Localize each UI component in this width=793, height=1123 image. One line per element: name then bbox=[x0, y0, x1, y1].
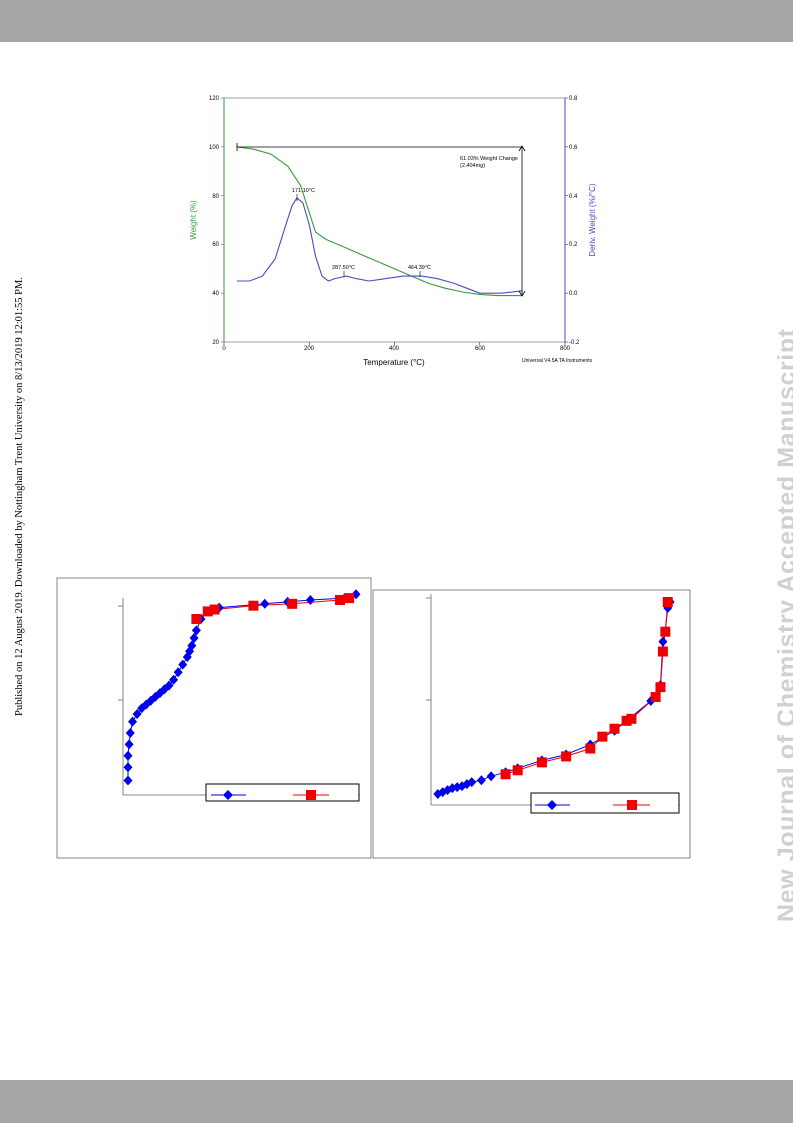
iso-left-blue-point-19 bbox=[187, 640, 197, 651]
iso-right-red-point-12 bbox=[660, 626, 671, 637]
iso-right-red-point-0 bbox=[500, 769, 511, 780]
iso-left-blue-point-5 bbox=[128, 716, 138, 727]
tga-ytick-80: 80 bbox=[212, 194, 219, 200]
tga-ytick-60: 60 bbox=[212, 242, 219, 248]
iso-right-red-point-1 bbox=[512, 765, 523, 776]
peak-label-1: 171.10°C bbox=[292, 188, 315, 194]
iso-left-red-point-2 bbox=[209, 604, 220, 615]
tga-ytick-100: 100 bbox=[209, 145, 220, 151]
tga-plot-frame bbox=[223, 97, 566, 343]
isotherm-right-blue-line bbox=[437, 601, 671, 795]
iso-left-blue-point-0 bbox=[123, 775, 133, 786]
tga-rtick-m02: -0.2 bbox=[569, 340, 580, 346]
iso-left-blue-point-27 bbox=[305, 595, 315, 605]
iso-left-blue-point-21 bbox=[191, 625, 201, 636]
iso-right-red-point-13 bbox=[662, 597, 673, 607]
peak-label-3: 464.39°C bbox=[408, 265, 431, 271]
peak-label-2: 287.50°C bbox=[332, 265, 355, 271]
legend-left-blue-marker bbox=[223, 790, 233, 800]
tga-weight-curve bbox=[236, 146, 523, 297]
iso-right-red-point-5 bbox=[597, 731, 608, 742]
weight-change-mass: (2.404mg) bbox=[460, 163, 485, 169]
iso-left-blue-point-25 bbox=[260, 598, 270, 609]
iso-left-red-point-4 bbox=[287, 598, 298, 609]
iso-left-blue-point-20 bbox=[189, 633, 199, 643]
legend-right-red-marker bbox=[627, 800, 637, 810]
tga-rtick-08: 0.8 bbox=[569, 96, 578, 102]
tga-rtick-04: 0.4 bbox=[569, 194, 578, 200]
tga-rtick-06: 0.6 bbox=[569, 145, 578, 151]
iso-right-blue-point-9 bbox=[486, 771, 496, 782]
iso-left-blue-point-4 bbox=[125, 728, 135, 738]
peak-markers bbox=[296, 194, 421, 277]
weight-change-arrows bbox=[518, 145, 526, 297]
tga-xtick-600: 600 bbox=[475, 346, 486, 352]
isotherm-right-blue-points bbox=[433, 597, 675, 800]
iso-left-red-point-1 bbox=[202, 606, 213, 617]
tga-xtick-200: 200 bbox=[304, 346, 315, 352]
isotherm-left-blue-points bbox=[123, 589, 361, 786]
weight-change-label: 61.03% Weight Change bbox=[460, 156, 518, 162]
iso-right-red-point-2 bbox=[536, 757, 547, 768]
iso-left-red-point-0 bbox=[191, 614, 202, 624]
tga-derivative-curve bbox=[236, 197, 523, 294]
isotherm-right-legend bbox=[530, 792, 680, 814]
iso-left-red-point-6 bbox=[344, 593, 355, 604]
legend-right-blue-marker bbox=[547, 800, 557, 810]
tga-xtick-400: 400 bbox=[389, 346, 400, 352]
iso-left-blue-point-3 bbox=[124, 739, 134, 750]
tga-rtick-00: 0.0 bbox=[569, 291, 578, 297]
isotherm-left-legend bbox=[205, 783, 360, 802]
tga-ytick-40: 40 bbox=[212, 291, 219, 297]
tga-xtick-800: 800 bbox=[560, 346, 571, 352]
iso-left-blue-point-13 bbox=[164, 680, 174, 691]
iso-left-blue-point-15 bbox=[173, 667, 183, 678]
iso-left-blue-point-6 bbox=[132, 709, 142, 719]
tga-chart: 0 200 400 600 800 20 40 60 80 100 120 -0… bbox=[189, 96, 597, 367]
iso-right-red-point-10 bbox=[655, 682, 666, 693]
tga-left-label: Weight (%) bbox=[189, 200, 198, 240]
iso-left-red-point-5 bbox=[335, 595, 346, 605]
iso-left-blue-point-2 bbox=[123, 750, 133, 761]
tga-right-label: Deriv. Weight (%/°C) bbox=[588, 183, 597, 256]
tga-rtick-02: 0.2 bbox=[569, 242, 578, 248]
iso-right-blue-point-7 bbox=[467, 777, 477, 788]
isotherm-right-frame bbox=[372, 589, 691, 859]
iso-right-red-point-11 bbox=[657, 646, 668, 657]
iso-right-blue-point-8 bbox=[476, 775, 486, 786]
tga-ytick-20: 20 bbox=[212, 340, 219, 346]
isotherm-right bbox=[372, 589, 691, 859]
iso-right-red-point-6 bbox=[609, 723, 620, 734]
tga-x-label: Temperature (°C) bbox=[363, 358, 425, 367]
isotherm-left bbox=[56, 577, 372, 859]
tga-xtick-0: 0 bbox=[222, 346, 226, 352]
tga-ytick-120: 120 bbox=[209, 96, 220, 102]
isotherm-right-red-points bbox=[500, 597, 673, 780]
legend-left-red-marker bbox=[306, 790, 316, 800]
iso-right-red-point-8 bbox=[626, 713, 637, 724]
iso-right-blue-point-19 bbox=[658, 636, 668, 647]
header-bar bbox=[0, 0, 793, 42]
iso-right-red-point-4 bbox=[585, 743, 596, 754]
iso-left-blue-point-14 bbox=[169, 674, 179, 685]
isotherm-left-frame bbox=[56, 577, 372, 859]
iso-right-red-point-3 bbox=[561, 751, 572, 762]
isotherm-left-red-points bbox=[191, 593, 355, 624]
tga-ticks bbox=[221, 97, 568, 345]
iso-left-blue-point-1 bbox=[123, 762, 133, 773]
iso-left-red-point-3 bbox=[248, 600, 259, 611]
tga-footer: Universal V4.5A TA Instruments bbox=[522, 358, 593, 364]
iso-left-blue-point-16 bbox=[178, 659, 188, 670]
iso-right-red-point-9 bbox=[650, 692, 661, 703]
footer-bar bbox=[0, 1080, 793, 1123]
